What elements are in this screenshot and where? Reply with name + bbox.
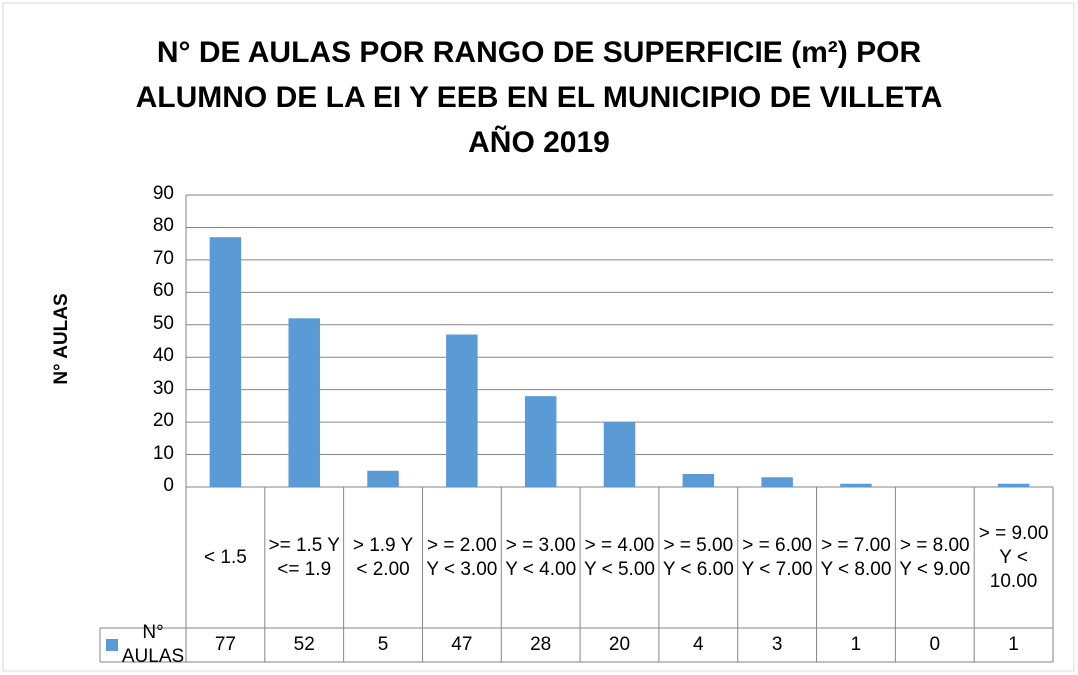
x-tick-label: > = 8.00 Y < 9.00	[899, 534, 971, 580]
x-tick-label: > = 4.00 Y < 5.00	[584, 534, 655, 580]
bar	[761, 477, 793, 487]
y-tick-label: 30	[152, 377, 174, 399]
table-value: 20	[608, 634, 631, 655]
bar	[840, 483, 872, 487]
y-tick-label: 70	[152, 247, 174, 269]
bar	[682, 474, 715, 487]
y-tick-label: 40	[152, 345, 174, 367]
chart-title: ALUMNO DE LA EI Y EEB EN EL MUNICIPIO DE…	[135, 81, 943, 114]
x-tick-label: > = 9.00 Y < 10.00	[978, 522, 1049, 592]
x-tick-label: > = 6.00 Y < 7.00	[741, 534, 813, 580]
table-value: 1	[850, 634, 862, 655]
bar	[603, 422, 636, 487]
x-tick-label: > = 5.00 Y < 6.00	[662, 534, 734, 580]
table-value: 47	[451, 634, 473, 655]
legend-label: N° AULAS	[121, 622, 185, 667]
x-tick-label: > = 2.00 Y < 3.00	[426, 534, 498, 580]
y-tick-label: 10	[152, 442, 174, 464]
bar	[209, 237, 242, 487]
x-tick-label: > 1.9 Y < 2.00	[352, 534, 414, 580]
x-tick-label: >= 1.5 Y <= 1.9	[268, 534, 340, 580]
table-value: 1	[1008, 634, 1019, 655]
table-value: 5	[377, 634, 389, 655]
y-tick-label: 20	[152, 410, 174, 432]
table-value: 0	[929, 634, 941, 655]
bar	[997, 483, 1030, 487]
bar	[446, 334, 478, 487]
table-value: 3	[771, 634, 783, 655]
y-tick-label: 60	[152, 280, 174, 302]
table-value: 52	[293, 634, 315, 655]
table-value: 4	[693, 634, 704, 655]
chart-title: AÑO 2019	[468, 126, 610, 159]
table-value: 77	[214, 634, 236, 655]
bar	[288, 318, 320, 487]
y-axis-label: N° AULAS	[51, 293, 72, 385]
chart-title: N° DE AULAS POR RANGO DE SUPERFICIE (m²)…	[156, 36, 922, 69]
x-tick-label: < 1.5	[204, 546, 247, 568]
bar	[524, 396, 557, 487]
x-tick-label: > = 3.00 Y < 4.00	[505, 534, 577, 580]
legend-swatch	[106, 639, 118, 651]
y-tick-label: 80	[152, 215, 174, 237]
table-value: 28	[530, 634, 552, 655]
x-tick-label: > = 7.00 Y < 8.00	[820, 534, 892, 580]
bar	[367, 470, 399, 487]
y-tick-label: 50	[152, 312, 174, 334]
y-tick-label: 0	[163, 475, 174, 496]
y-tick-label: 90	[152, 183, 174, 204]
